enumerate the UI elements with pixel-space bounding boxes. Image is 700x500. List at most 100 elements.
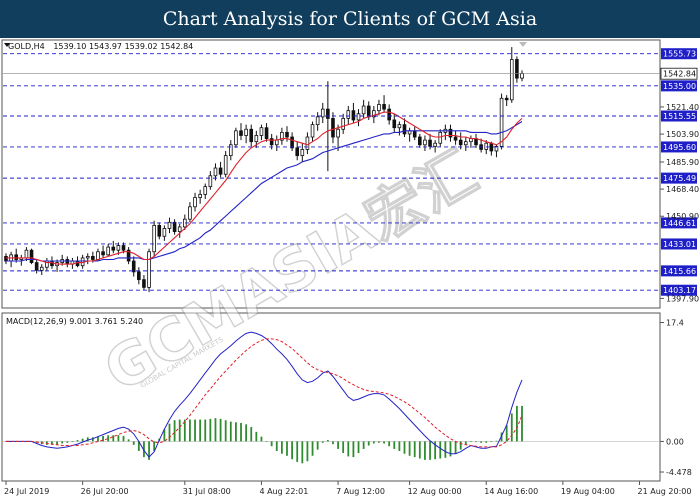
candle-body: [402, 124, 407, 135]
candle-body: [111, 246, 116, 251]
candle-body: [448, 128, 453, 138]
candle: [438, 129, 443, 147]
candle: [157, 222, 162, 240]
candle-body: [438, 131, 443, 144]
candle-body: [234, 130, 238, 146]
macd-histogram-bar: [56, 441, 58, 445]
macd-histogram-bar: [76, 440, 79, 442]
macd-axis-label: -4.478: [666, 468, 692, 477]
candle-body: [474, 138, 478, 146]
macd-histogram-bar: [521, 405, 523, 442]
macd-histogram-bar: [214, 418, 217, 442]
candle: [305, 132, 310, 155]
level-label: 1475.49: [663, 174, 696, 183]
candle-body: [300, 149, 305, 157]
candle-body: [254, 135, 259, 143]
candle-body: [167, 221, 172, 229]
candle-body: [387, 108, 391, 121]
level-tag: [661, 80, 697, 92]
macd-histogram-bar: [337, 441, 339, 449]
macd-histogram-bar: [388, 441, 391, 447]
candle-body: [499, 97, 504, 147]
macd-histogram-bar: [475, 441, 477, 443]
candle-body: [142, 279, 146, 288]
chart-canvas[interactable]: GCMASIA宏汇 GLOBAL CAPITAL MARKETS 1555.73…: [0, 38, 700, 500]
candle: [418, 133, 422, 148]
macd-histogram-bar: [490, 441, 493, 443]
level-label: 1403.17: [663, 286, 696, 295]
candle: [172, 219, 177, 235]
macd-histogram-bar: [97, 436, 99, 442]
macd-histogram-bar: [362, 441, 365, 449]
candle: [147, 248, 151, 293]
candle: [423, 135, 427, 151]
candle: [280, 127, 284, 145]
candle-body: [91, 255, 95, 260]
candle: [106, 243, 110, 257]
ma-fast-line: [6, 111, 523, 265]
candle: [14, 248, 19, 263]
candle-body: [489, 142, 494, 152]
macd-histogram-bar: [235, 422, 237, 442]
candle-body: [418, 136, 422, 146]
candle: [39, 264, 44, 275]
candle-body: [274, 139, 279, 146]
macd-histogram-bar: [301, 441, 304, 464]
candle-body: [208, 175, 213, 188]
candle: [361, 99, 366, 119]
candle: [290, 132, 294, 151]
price-axis-label: 1503.90: [666, 130, 699, 139]
macd-histogram-bar: [444, 441, 447, 458]
macd-histogram-bar: [168, 423, 171, 442]
candle-body: [96, 251, 100, 260]
candle-body: [280, 131, 284, 141]
ohlc-label: 1539.10 1543.97 1539.02 1542.84: [53, 42, 193, 51]
price-axis-label: 1450.90: [666, 212, 699, 221]
macd-histogram-bar: [510, 413, 513, 442]
candle-body: [34, 262, 39, 271]
x-axis-label: 21 Aug 20:00: [638, 487, 692, 496]
macd-signal-line: [6, 338, 523, 448]
candle: [448, 124, 453, 142]
macd-histogram-bar: [183, 419, 186, 442]
candle-body: [24, 249, 29, 259]
candle-body: [336, 128, 340, 138]
macd-histogram-bar: [403, 441, 406, 454]
macd-histogram-bar: [296, 441, 299, 462]
candle: [336, 124, 340, 151]
title-bar: [0, 0, 700, 38]
macd-histogram-bar: [163, 429, 166, 442]
candle-body: [14, 254, 19, 260]
x-axis-label: 19 Aug 04:00: [561, 487, 615, 496]
level-label: 1446.61: [663, 219, 696, 228]
macd-histogram-bar: [367, 441, 370, 446]
macd-histogram-bar: [495, 440, 498, 442]
candle: [504, 95, 509, 107]
candle: [372, 106, 376, 124]
collapse-arrow-icon[interactable]: [4, 43, 10, 47]
candle: [213, 163, 218, 181]
level-label: 1415.66: [663, 267, 696, 276]
candle: [341, 113, 345, 134]
macd-histogram-bar: [199, 419, 202, 442]
macd-histogram-bar: [464, 441, 467, 445]
candle-body: [249, 128, 254, 143]
macd-histogram-bar: [265, 441, 268, 443]
macd-histogram-bar: [383, 441, 385, 444]
candle-body: [259, 127, 264, 136]
candle: [499, 93, 504, 150]
macd-histogram-bar: [470, 441, 472, 443]
price-axis-label: 1521.40: [666, 103, 699, 112]
candle-body: [458, 139, 463, 146]
candle-body: [509, 59, 514, 101]
x-axis-label: 14 Aug 16:00: [484, 487, 538, 496]
candle-body: [152, 224, 156, 253]
candle: [387, 104, 391, 125]
macd-histogram-bar: [86, 437, 89, 442]
candle-body: [203, 186, 208, 195]
macd-histogram-bar: [321, 441, 324, 443]
candle: [177, 223, 182, 238]
candle-body: [157, 224, 162, 237]
candle-body: [361, 105, 366, 115]
candle-body: [377, 104, 381, 112]
